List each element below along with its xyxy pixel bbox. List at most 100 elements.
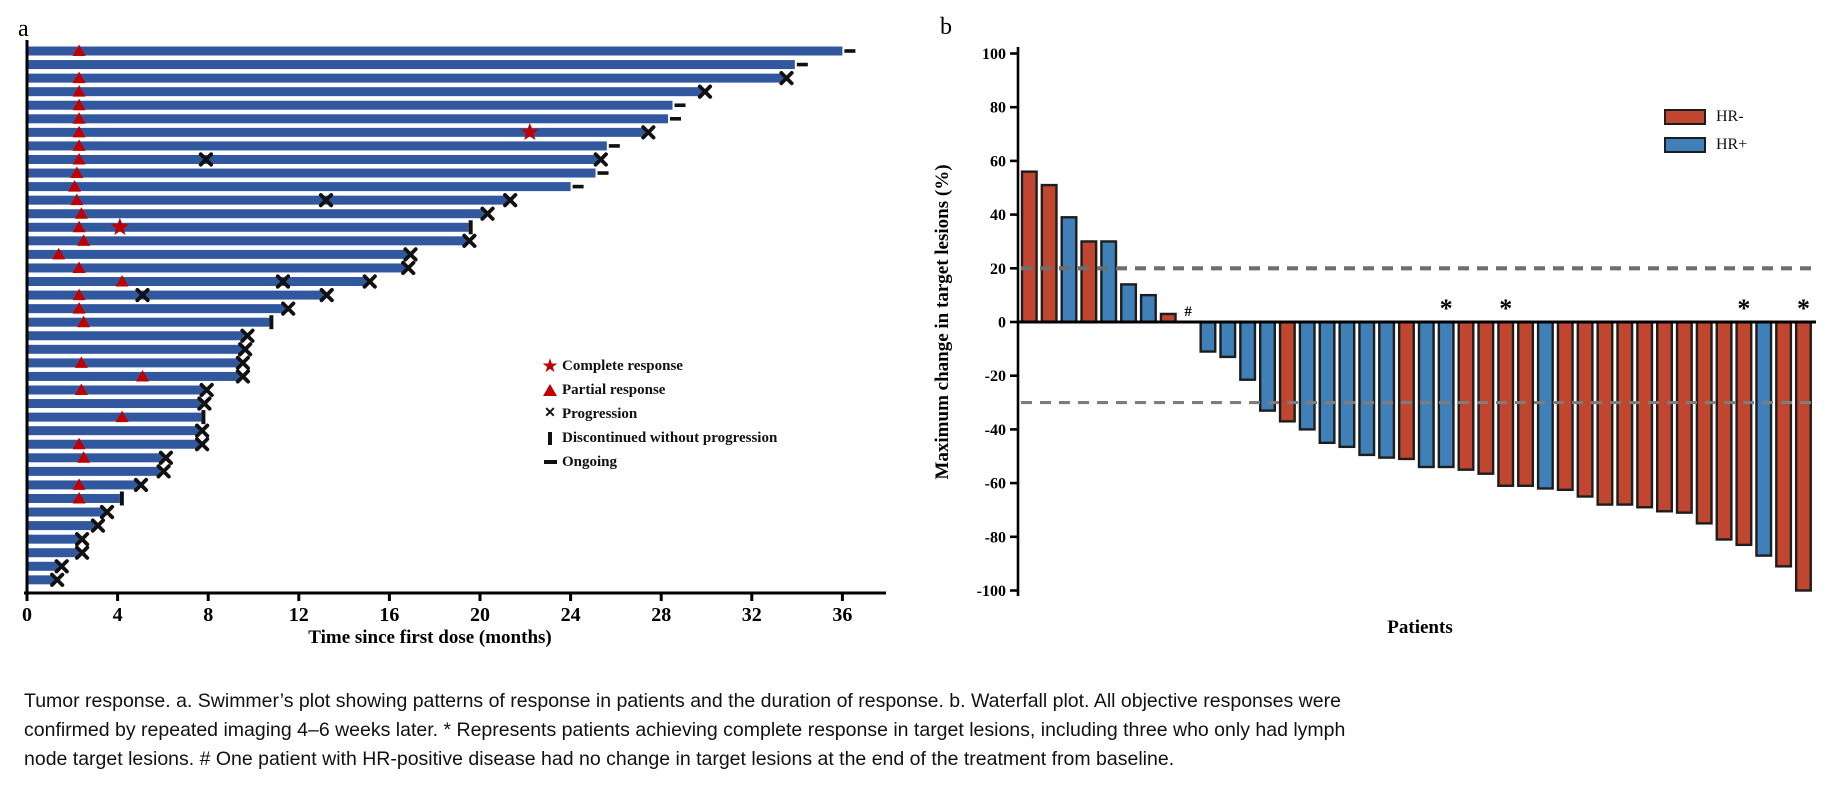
partial-response-triangle — [115, 275, 129, 287]
swimmer-bar — [28, 331, 245, 341]
waterfall-bar — [1536, 320, 1554, 490]
partial-response-triangle — [72, 437, 86, 450]
swimmer-bar — [28, 87, 702, 97]
figure-caption: Tumor response. a. Swimmer’s plot showin… — [24, 687, 1824, 774]
swimmer-end-progression-x — [281, 301, 296, 316]
swimmer-end-progression-x — [195, 437, 210, 452]
swimmer-end-progression-x — [90, 518, 106, 533]
partial-response-triangle — [72, 44, 86, 56]
waterfall-bar — [1417, 320, 1435, 469]
waterfall-bar — [1139, 293, 1157, 324]
progression-x — [275, 274, 291, 289]
swimmer-bar — [28, 344, 243, 354]
waterfall-bar — [1775, 320, 1793, 568]
panel-b-label: b — [940, 14, 952, 40]
complete-response-star — [110, 217, 129, 235]
swimmer-bar — [28, 127, 646, 137]
panel-a-x-tick-label: 8 — [203, 604, 213, 626]
partial-response-triangle — [72, 302, 86, 314]
panel-a-label: a — [18, 16, 29, 42]
swimmer-bar — [28, 426, 200, 436]
swimmer-end-progression-x — [238, 342, 253, 357]
triangle-icon — [538, 384, 562, 396]
swimmer-bar — [28, 399, 202, 409]
panel-a-x-tick-label: 28 — [651, 604, 671, 626]
swimmer-bar — [28, 100, 673, 110]
swimmer-bar — [28, 168, 596, 178]
partial-response-triangle — [72, 112, 86, 124]
waterfall-bar — [1219, 320, 1237, 359]
waterfall-bar — [1378, 320, 1396, 459]
swimmer-bar — [28, 453, 163, 463]
panel-b-y-axis-title: Maximum change in target lesions (%) — [932, 164, 953, 479]
swimmer-ongoing-dash — [796, 62, 808, 67]
swimmer-bar — [28, 561, 59, 571]
swimmer-end-progression-x — [74, 532, 90, 547]
panel-a-x-tick-label: 4 — [113, 604, 123, 626]
caption-line-3: node target lesions. # One patient with … — [24, 748, 1175, 770]
legend-item-hr-negative: HR- — [1664, 103, 1747, 131]
panel-b-y-tick-label: 0 — [998, 315, 1006, 332]
panel-b-y-tick-label: -80 — [985, 529, 1006, 546]
swimmer-ongoing-dash — [844, 49, 856, 53]
partial-response-triangle — [115, 410, 129, 423]
swimmer-bar — [28, 277, 367, 287]
swimmer-discontinued-bar — [119, 491, 124, 506]
progression-x — [318, 193, 334, 208]
complete-response-asterisk: * — [1440, 294, 1453, 323]
panel-a-x-axis-title: Time since first dose (months) — [308, 627, 552, 648]
panel-a-x-tick-label: 16 — [379, 604, 399, 626]
swimmer-end-progression-x — [199, 382, 214, 398]
swimmer-bar — [28, 182, 571, 192]
panel-a-x-tick-label: 0 — [22, 604, 32, 626]
star-icon: ★ — [541, 355, 559, 377]
panel-b-y-tick-label: 60 — [990, 153, 1006, 170]
legend-item-ongoing: Ongoing — [538, 450, 777, 474]
partial-response-triangle — [77, 234, 91, 246]
swimmer-end-progression-x — [54, 559, 69, 574]
legend-item-hr-positive: HR+ — [1664, 131, 1747, 159]
waterfall-bar — [1616, 320, 1634, 506]
progression-x — [135, 287, 150, 303]
panel-a-x-tick-label: 20 — [470, 604, 490, 626]
swimmer-bar — [28, 385, 204, 395]
partial-response-triangle — [72, 478, 86, 490]
panel-b-x-axis-title: Patients — [1387, 617, 1453, 638]
no-change-hash-marker: # — [1184, 304, 1192, 320]
partial-response-triangle — [72, 491, 86, 504]
partial-response-triangle — [72, 288, 86, 301]
panel-b-y-tick-label: 40 — [990, 207, 1006, 224]
waterfall-bar — [1298, 320, 1316, 431]
waterfall-bar — [1457, 320, 1475, 471]
waterfall-bar — [1695, 320, 1713, 525]
swimmer-end-progression-x — [156, 464, 171, 479]
partial-response-triangle — [72, 152, 86, 165]
waterfall-bar — [1735, 320, 1753, 547]
swimmer-ongoing-dash — [572, 184, 584, 189]
partial-response-triangle — [74, 383, 88, 395]
x-icon: ✕ — [544, 406, 556, 421]
swimmer-end-progression-x — [401, 260, 416, 276]
legend-item-partial-response: Partial response — [538, 378, 777, 402]
swimmer-discontinued-bar — [468, 220, 473, 235]
swimmer-end-progression-x — [240, 328, 255, 343]
swimmer-bar — [28, 209, 485, 219]
swimmer-bar — [28, 575, 55, 585]
swimmer-end-progression-x — [158, 450, 174, 465]
complete-response-asterisk: * — [1797, 294, 1810, 323]
swimmer-bar — [28, 439, 200, 449]
panel-a-x-tick-label: 36 — [832, 604, 852, 626]
swimmer-bar — [28, 73, 784, 83]
partial-response-triangle — [72, 71, 86, 84]
panel-b-y-tick-label: -40 — [985, 422, 1006, 439]
caption-line-2: confirmed by repeated imaging 4–6 weeks … — [24, 719, 1346, 741]
waterfall-bar — [1040, 183, 1058, 324]
waterfall-bar — [1636, 320, 1654, 509]
swimmer-end-progression-x — [319, 287, 334, 303]
dual-chart-canvas: 0 4 8 12 16 20 24 28 32 36 # * * * * 100 80 60 40 20 0 -20 -40… — [22, 40, 1816, 626]
swimmer-bar — [28, 493, 120, 503]
panel-b-y-tick-label: -60 — [985, 476, 1006, 493]
waterfall-bar — [1596, 320, 1614, 506]
swimmer-bar — [28, 290, 324, 300]
